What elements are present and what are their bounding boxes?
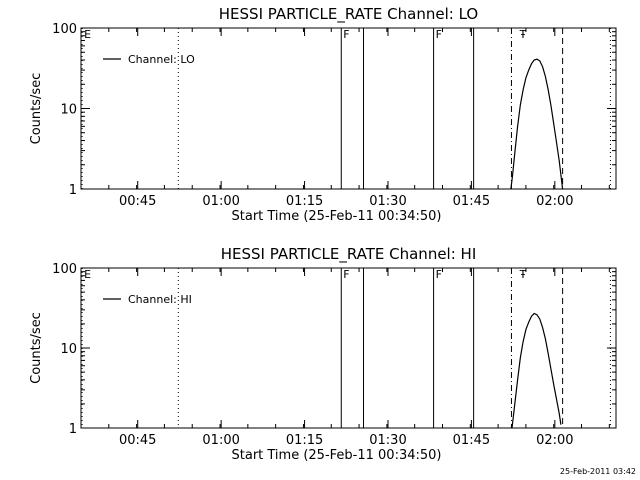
y-tick-label: 1 bbox=[69, 422, 77, 437]
x-tick-label: 01:45 bbox=[453, 433, 490, 448]
y-axis-label: Counts/sec bbox=[29, 73, 44, 145]
chart-title: HESSI PARTICLE_RATE Channel: LO bbox=[219, 5, 478, 24]
chart-title: HESSI PARTICLE_RATE Channel: HI bbox=[221, 245, 477, 264]
x-tick-label: 00:45 bbox=[119, 433, 156, 448]
plot-frame bbox=[80, 267, 617, 429]
footer-timestamp: 25-Feb-2011 03:42 bbox=[560, 467, 636, 476]
legend-label: Channel: LO bbox=[128, 53, 195, 66]
marker-label: E bbox=[84, 268, 91, 281]
marker-label: E bbox=[84, 28, 91, 41]
x-axis-label: Start Time (25-Feb-11 00:34:50) bbox=[232, 209, 442, 224]
x-tick-label: 01:15 bbox=[286, 194, 323, 209]
x-tick-label: 01:30 bbox=[369, 433, 406, 448]
marker-label: Ŧ bbox=[519, 28, 527, 41]
y-tick-label: 10 bbox=[60, 342, 77, 357]
x-tick-label: 01:00 bbox=[202, 433, 239, 448]
x-tick-label: 01:45 bbox=[453, 194, 490, 209]
y-tick-label: 100 bbox=[52, 262, 77, 277]
x-tick-label: 01:00 bbox=[202, 194, 239, 209]
series-line bbox=[511, 312, 562, 429]
marker-label: F bbox=[436, 268, 442, 281]
x-axis-label: Start Time (25-Feb-11 00:34:50) bbox=[232, 448, 442, 463]
legend-label: Channel: HI bbox=[128, 293, 192, 306]
x-tick-label: 00:45 bbox=[119, 194, 156, 209]
x-tick-label: 02:00 bbox=[536, 194, 573, 209]
marker-label: F bbox=[343, 268, 349, 281]
chart-panel-lo: HESSI PARTICLE_RATE Channel: LO 00:45 01:0… bbox=[29, 5, 617, 224]
series-line bbox=[510, 58, 564, 190]
chart-panel-hi: HESSI PARTICLE_RATE Channel: HI 00:45 01:0… bbox=[29, 245, 617, 463]
marker-label: Ŧ bbox=[519, 268, 527, 281]
x-tick-label: 01:15 bbox=[286, 433, 323, 448]
y-tick-label: 100 bbox=[52, 22, 77, 37]
x-tick-label: 01:30 bbox=[369, 194, 406, 209]
y-tick-label: 10 bbox=[60, 103, 77, 118]
x-tick-label: 02:00 bbox=[536, 433, 573, 448]
y-axis-label: Counts/sec bbox=[29, 312, 44, 384]
y-tick-label: 1 bbox=[69, 183, 77, 198]
marker-label: F bbox=[436, 28, 442, 41]
marker-label: F bbox=[343, 28, 349, 41]
